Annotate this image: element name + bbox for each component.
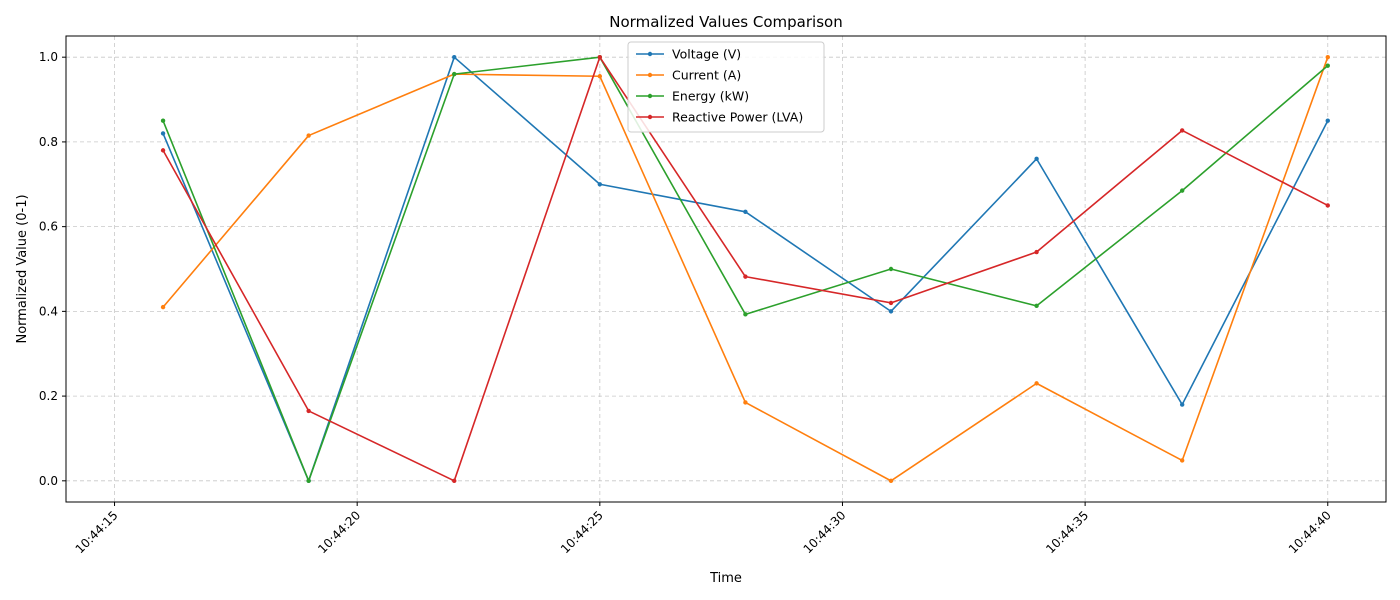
- data-point: [1034, 303, 1039, 309]
- data-point: [306, 133, 311, 138]
- legend-box: [627, 41, 825, 133]
- data-point: [1034, 156, 1039, 162]
- y-tick-label: 0.2: [39, 389, 58, 403]
- data-point: [743, 209, 748, 215]
- y-tick-label: 0.4: [39, 304, 58, 318]
- x-tick-label: 10:44:20: [315, 508, 363, 556]
- data-point: [888, 266, 894, 272]
- legend-marker: [647, 72, 653, 78]
- legend: Voltage (V) Current (A) Energy (kW) Reactiv…: [627, 41, 825, 133]
- data-point: [452, 71, 457, 77]
- data-point: [306, 478, 311, 484]
- data-point: [160, 148, 166, 153]
- data-point: [597, 182, 603, 187]
- chart-title: Normalized Values Comparison: [609, 13, 842, 31]
- legend-item: Current (A): [636, 68, 741, 83]
- legend-label: Reactive Power (LVA): [672, 110, 803, 125]
- data-point: [1179, 188, 1185, 193]
- data-point: [1325, 63, 1330, 68]
- data-point: [597, 54, 603, 60]
- data-point: [888, 478, 894, 484]
- data-point: [1325, 118, 1330, 123]
- data-point: [1179, 128, 1185, 133]
- data-point: [1034, 249, 1039, 255]
- data-point: [1179, 402, 1185, 407]
- data-point: [743, 312, 748, 317]
- data-point: [743, 274, 748, 279]
- legend-marker: [647, 51, 653, 57]
- series-layer: [160, 54, 1330, 484]
- x-tick-label: 10:44:35: [1043, 508, 1091, 556]
- data-point: [160, 304, 166, 310]
- series-voltage-v: [160, 54, 1330, 484]
- legend-marker: [647, 114, 653, 120]
- x-tick-label: 10:44:30: [801, 508, 849, 556]
- data-point: [888, 300, 894, 306]
- data-point: [888, 309, 894, 314]
- x-tick-label: 10:44:15: [73, 508, 121, 556]
- legend-marker: [647, 93, 653, 99]
- y-axis-ticks: 0.0 0.2 0.4 0.6 0.8 1.0: [39, 50, 66, 488]
- legend-label: Current (A): [672, 68, 741, 83]
- data-point: [743, 400, 748, 405]
- data-point: [306, 408, 311, 414]
- series-reactive-power-lva: [160, 54, 1330, 484]
- x-axis-label: Time: [709, 571, 742, 586]
- legend-item: Energy (kW): [636, 89, 749, 104]
- y-tick-label: 1.0: [39, 50, 58, 64]
- data-point: [452, 54, 457, 60]
- data-point: [1325, 203, 1330, 208]
- x-tick-label: 10:44:25: [558, 508, 606, 556]
- plot-frame: [65, 35, 1387, 503]
- data-point: [160, 118, 166, 123]
- legend-label: Energy (kW): [672, 89, 749, 104]
- data-point: [452, 478, 457, 484]
- y-tick-label: 0.0: [39, 474, 58, 488]
- y-tick-label: 0.8: [39, 135, 58, 149]
- legend-label: Voltage (V): [672, 47, 741, 62]
- data-point: [1179, 458, 1185, 463]
- y-tick-label: 0.6: [39, 220, 58, 234]
- data-point: [1325, 54, 1330, 60]
- data-point: [1034, 381, 1039, 386]
- data-point: [160, 131, 166, 136]
- data-point: [597, 74, 603, 79]
- legend-item: Voltage (V): [636, 47, 741, 62]
- x-tick-label: 10:44:40: [1286, 508, 1334, 556]
- y-axis-label: Normalized Value (0-1): [15, 194, 30, 343]
- x-axis-ticks: 10:44:15 10:44:20 10:44:25 10:44:30 10:44:35…: [73, 502, 1334, 556]
- legend-item: Reactive Power (LVA): [636, 110, 803, 125]
